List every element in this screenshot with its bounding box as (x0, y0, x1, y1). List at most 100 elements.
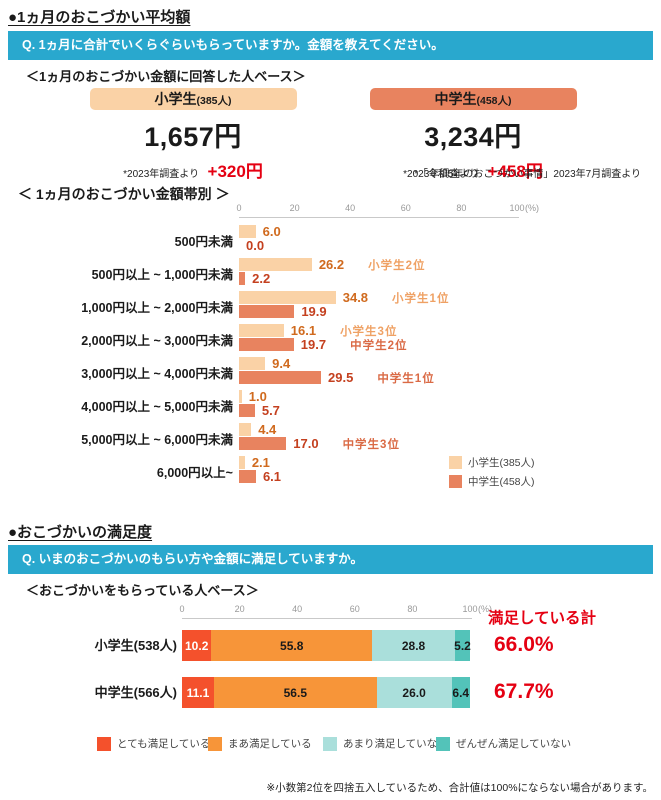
elementary-bar-row: 2.1 (239, 455, 270, 470)
section1-question-text: Q. 1ヵ月に合計でいくらぐらいもらっていますか。金額を教えてください。 (22, 38, 444, 52)
legend-swatch (97, 736, 111, 751)
x-axis-tick: 20 (234, 604, 245, 614)
category-label: 500円以上 ~ 1,000円未満 (91, 268, 233, 282)
junior-bar-row: 0.0 (239, 238, 264, 253)
x-axis-line (182, 618, 472, 619)
satisfied-total-value: 67.7% (494, 680, 554, 703)
section1-title: ●1ヵ月のおこづかい平均額 (8, 9, 191, 26)
junior-bar-row: 2.2 (239, 271, 271, 286)
bar-value: 16.1 (290, 323, 317, 338)
legend-label: とても満足している (117, 738, 211, 750)
junior-bar (239, 272, 246, 285)
legend-swatch (449, 456, 462, 469)
row-label: 中学生(566人) (94, 685, 177, 700)
x-axis-tick: 40 (292, 604, 303, 614)
segment-value: 5.2 (454, 638, 471, 653)
junior-name: 中学生 (434, 91, 477, 107)
legend-item: ぜんぜん満足していない (436, 736, 571, 751)
bar-value: 9.4 (272, 356, 291, 371)
legend-item: あまり満足していない (323, 736, 448, 751)
bar-segment: 6.4 (451, 677, 470, 708)
bar-value: 5.7 (261, 403, 280, 418)
elementary-bar-row: 9.4 (239, 356, 291, 371)
junior-bar-row: 19.7 中学生2位 (239, 337, 408, 352)
stacked-bar: 11.1 56.5 26.0 6.4 (182, 677, 470, 708)
segment-value: 11.1 (186, 685, 210, 700)
bar-value: 19.9 (301, 304, 327, 319)
bar-value: 34.8 (342, 290, 369, 305)
bar-value: 29.5 (328, 370, 354, 385)
junior-bar (239, 404, 255, 417)
legend-swatch (436, 736, 450, 751)
bar-segment: 26.0 (376, 677, 452, 708)
segment-value: 26.0 (402, 685, 426, 700)
bar-value: 2.2 (252, 271, 271, 286)
legend-swatch (449, 475, 462, 488)
section1-base-note: ＜1ヵ月のおこづかい金額に回答した人ベース＞ (26, 69, 306, 84)
legend-label: あまり満足していない (343, 738, 448, 750)
rank-annotation: 中学生1位 (377, 372, 435, 385)
elementary-bar (239, 423, 252, 436)
junior-bar-row: 6.1 (239, 469, 282, 484)
section2-question-text: Q. いまのおこづかいのもらい方や金額に満足していますか。 (22, 552, 364, 566)
legend-label: まあ満足している (228, 738, 312, 750)
bar-value: 26.2 (318, 257, 345, 272)
satisfied-total-heading: 満足している計 (488, 610, 597, 627)
bar-value: 4.4 (258, 422, 277, 437)
satisfaction-chart: 0 20 40 60 80 100 (%) 小学生(538人) 10.2 55.8 28.8 5.2 6… (0, 598, 661, 768)
chart1-title: ＜ 1ヵ月のおこづかい金額帯別 ＞ (18, 186, 230, 202)
x-axis-line (239, 217, 519, 218)
elementary-diff: +320円 (207, 162, 263, 181)
category-label: 1,000円以上 ~ 2,000円未満 (81, 301, 233, 315)
rank-annotation: 中学生3位 (342, 438, 400, 451)
elementary-bar (239, 456, 245, 469)
elementary-amount: 1,657円 (144, 122, 242, 152)
segment-value: 28.8 (401, 638, 426, 653)
section2-question-banner: Q. いまのおこづかいのもらい方や金額に満足していますか。 (8, 545, 653, 574)
rank-annotation: 小学生3位 (340, 325, 398, 338)
legend-swatch (323, 736, 337, 751)
bar-segment: 55.8 (211, 630, 373, 661)
x-axis-tick: 80 (456, 203, 467, 213)
segment-value: 6.4 (452, 685, 470, 700)
elementary-pill: 小学生(385人) (89, 88, 297, 110)
bar-value: 6.0 (262, 224, 281, 239)
elementary-diff-line: *2023年調査より +320円 (45, 157, 341, 182)
x-axis-unit: (%) (478, 604, 492, 614)
legend-swatch (208, 736, 222, 751)
junior-count: (458人) (476, 95, 512, 107)
bar-segment: 5.2 (454, 630, 471, 661)
rank-annotation: 小学生1位 (392, 292, 450, 305)
elementary-bar (239, 258, 312, 271)
legend-label: ぜんぜん満足していない (456, 738, 572, 750)
section2-base-note: ＜おこづかいをもらっている人ベース＞ (26, 583, 259, 598)
segment-value: 55.8 (280, 638, 304, 653)
bar-value: 19.7 (300, 337, 327, 352)
elementary-bar-row: 26.2 小学生2位 (239, 257, 426, 272)
legend-elementary: 小学生(385人) (449, 455, 535, 470)
x-axis-tick: 60 (400, 203, 411, 213)
bar-value: 1.0 (248, 389, 267, 404)
rank-annotation: 小学生2位 (368, 259, 426, 272)
elementary-name: 小学生 (154, 91, 197, 107)
category-label: 2,000円以上 ~ 3,000円未満 (81, 334, 233, 348)
x-axis-tick: 40 (345, 203, 356, 213)
elementary-bar-row: 34.8 小学生1位 (239, 290, 450, 305)
junior-bar (239, 338, 294, 351)
legend-label: 小学生(385人) (468, 457, 535, 469)
rank-annotation: 中学生2位 (350, 339, 408, 352)
x-axis-tick: 80 (407, 604, 418, 614)
elementary-prev-note: *2023年調査より (123, 169, 200, 180)
category-label: 500円未満 (174, 235, 233, 249)
legend-label: 中学生(458人) (468, 476, 535, 488)
junior-bar (239, 470, 256, 483)
x-axis-tick: 100 (509, 203, 525, 213)
elementary-bar (239, 390, 242, 403)
category-label: 3,000円以上 ~ 4,000円未満 (81, 367, 233, 381)
bar-segment: 28.8 (372, 630, 456, 661)
elementary-bar (239, 225, 256, 238)
row-label: 小学生(538人) (94, 638, 177, 653)
elementary-bar-row: 6.0 (239, 224, 281, 239)
elementary-bar (239, 324, 284, 337)
bar-value: 6.1 (262, 469, 282, 484)
